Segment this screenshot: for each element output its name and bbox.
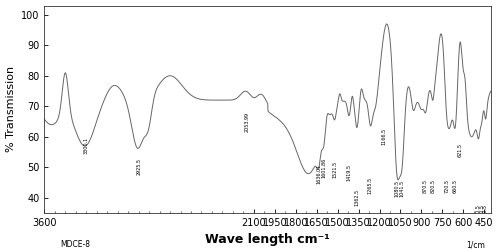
- Text: 2053.99: 2053.99: [244, 112, 250, 132]
- Text: MDCE-8: MDCE-8: [60, 240, 90, 249]
- Text: 2925.5: 2925.5: [136, 158, 141, 175]
- Text: 440.5: 440.5: [483, 204, 488, 218]
- Text: 1/cm: 1/cm: [466, 240, 485, 249]
- Text: 1601.86: 1601.86: [321, 158, 326, 178]
- Text: 1166.5: 1166.5: [382, 128, 387, 145]
- Text: 870.5: 870.5: [423, 179, 428, 194]
- Text: 3300.1: 3300.1: [84, 137, 88, 154]
- Text: 1080.5: 1080.5: [394, 179, 400, 197]
- Text: 1636.01: 1636.01: [316, 164, 321, 184]
- Text: 490.5: 490.5: [476, 204, 481, 218]
- Text: 820.5: 820.5: [430, 179, 436, 194]
- Text: 1521.5: 1521.5: [332, 161, 337, 178]
- Text: 660.5: 660.5: [453, 179, 458, 194]
- Text: 621.5: 621.5: [458, 143, 462, 157]
- Text: 1362.5: 1362.5: [354, 188, 360, 206]
- X-axis label: Wave length cm⁻¹: Wave length cm⁻¹: [206, 233, 330, 246]
- Text: 1041.5: 1041.5: [400, 179, 404, 197]
- Text: 1419.5: 1419.5: [346, 164, 352, 181]
- Text: 1265.5: 1265.5: [368, 176, 373, 194]
- Y-axis label: % Transmission: % Transmission: [6, 66, 16, 152]
- Text: 470.5: 470.5: [480, 204, 484, 218]
- Text: 720.5: 720.5: [444, 179, 450, 194]
